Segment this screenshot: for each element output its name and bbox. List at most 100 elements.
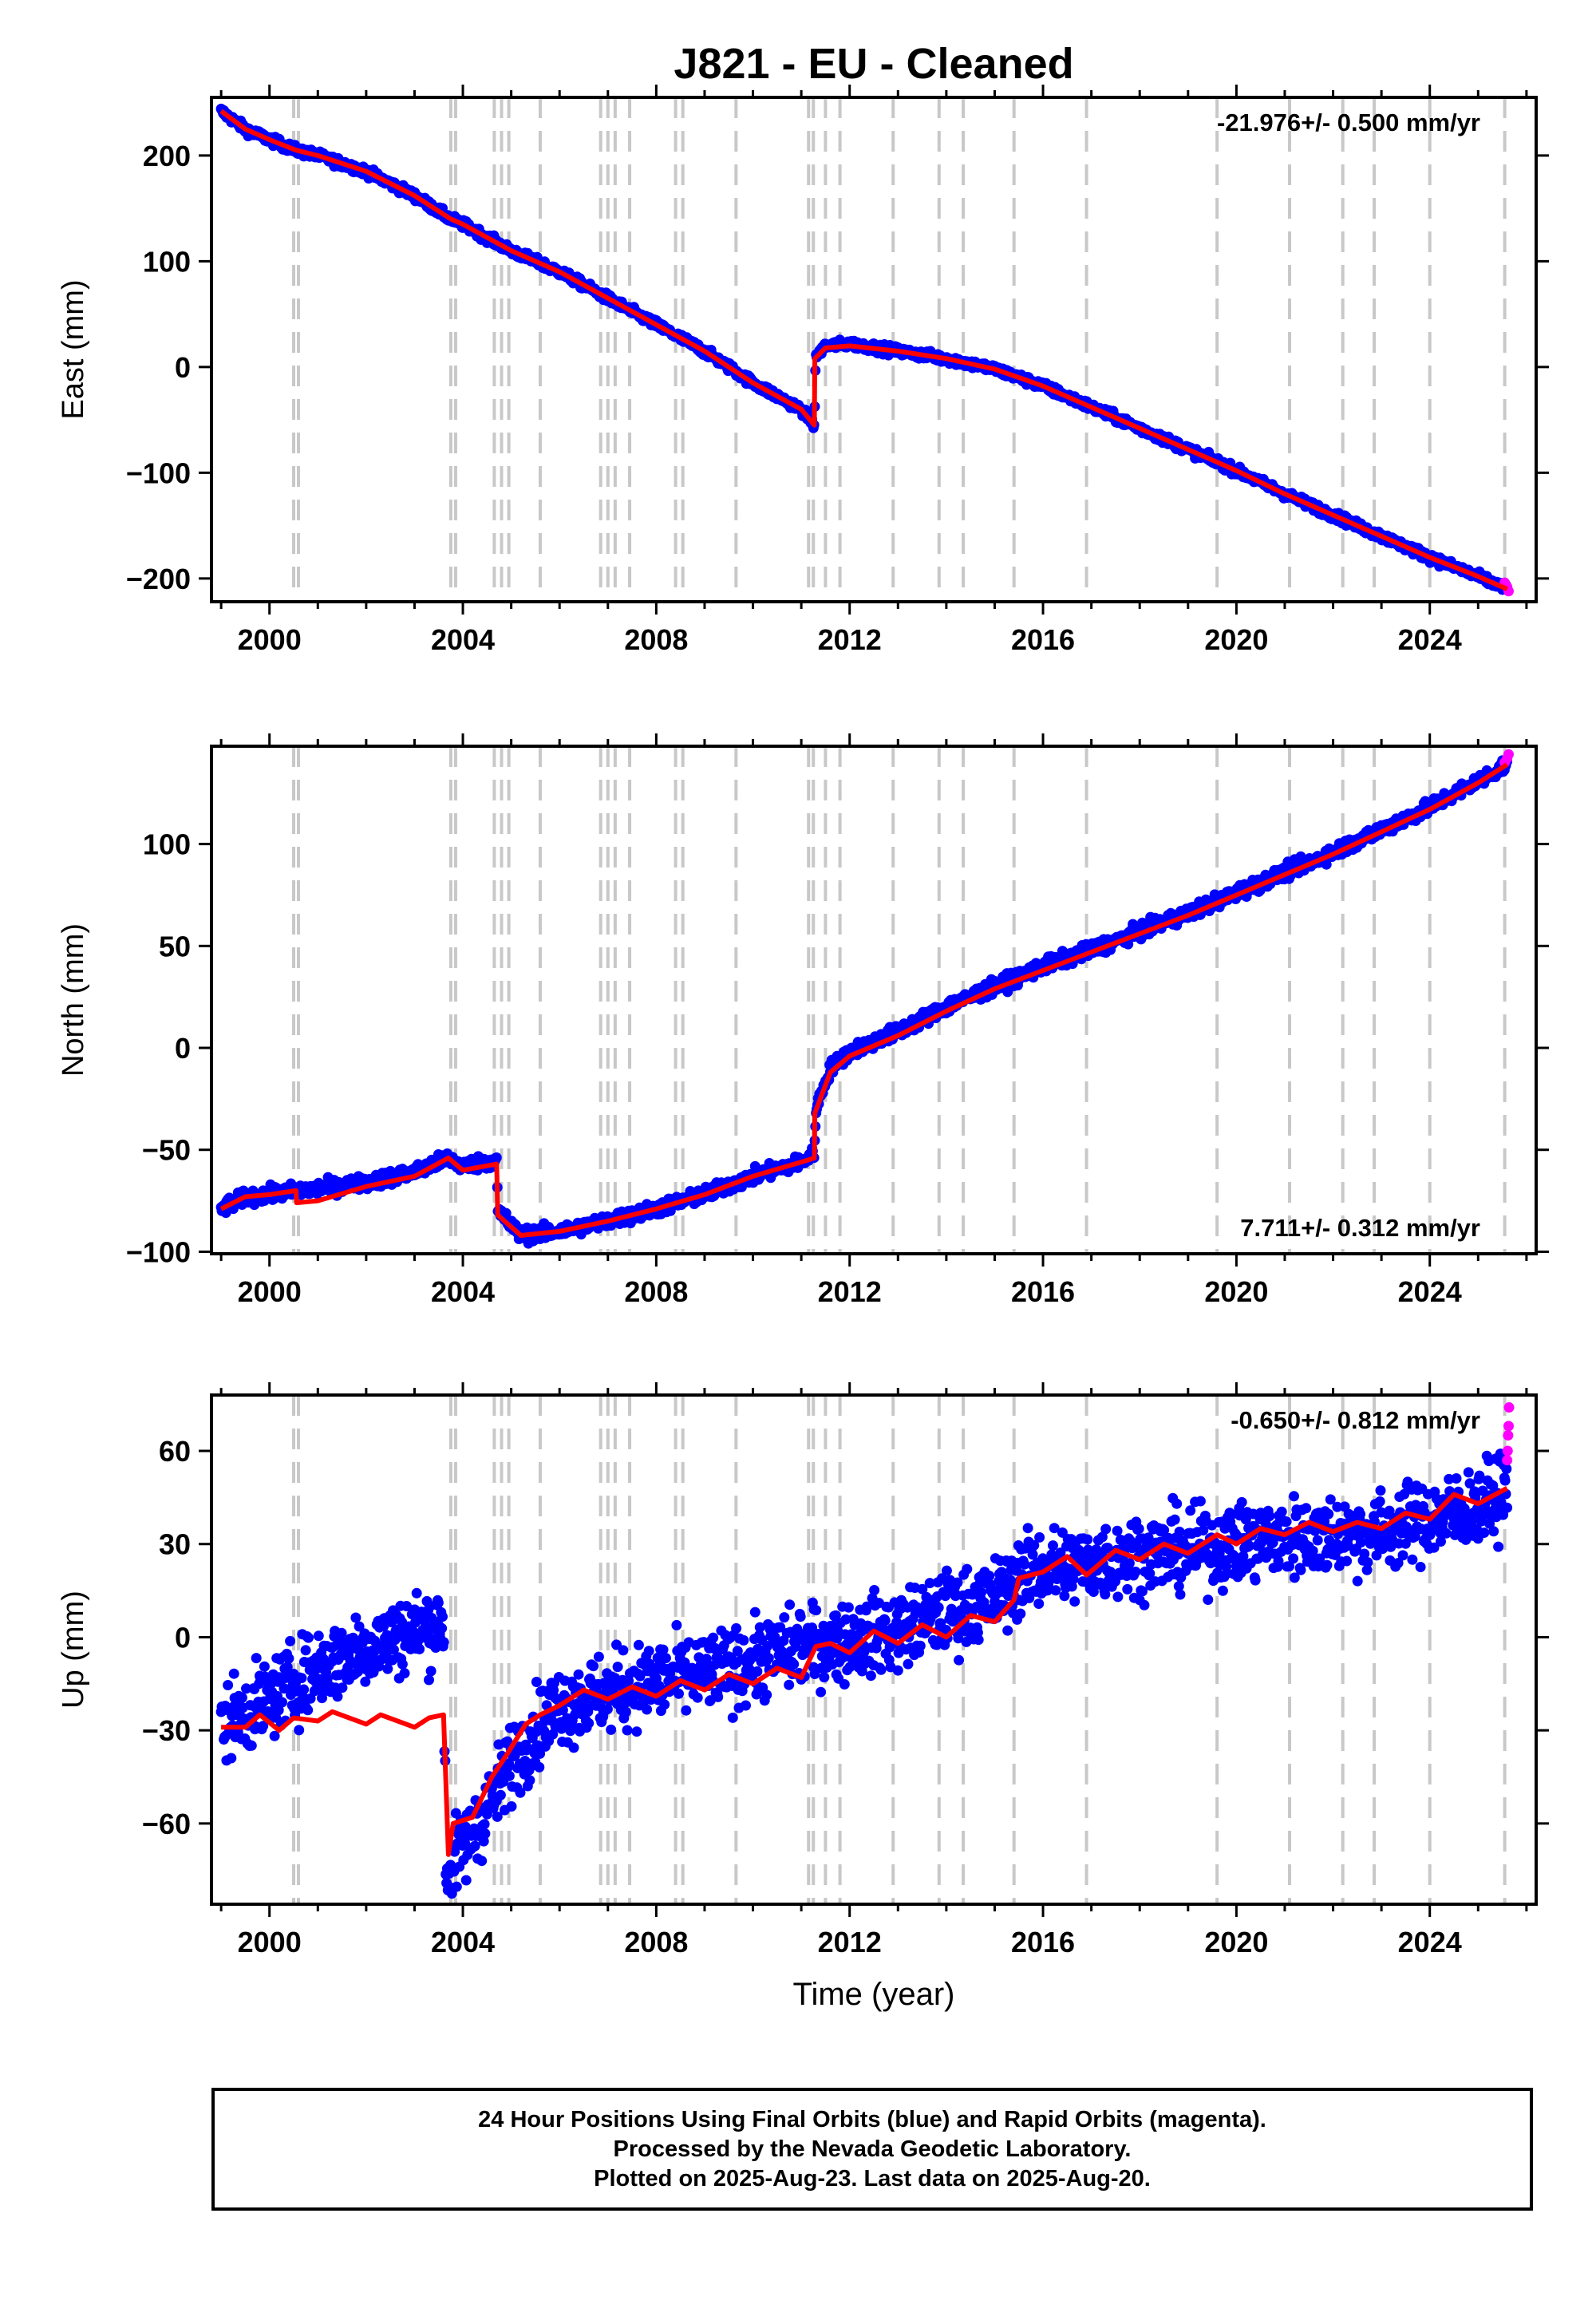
final-point: [643, 1646, 654, 1657]
x-tick-label: 2020: [1204, 623, 1268, 656]
final-point: [397, 1658, 408, 1670]
model-line: [219, 762, 1509, 1238]
final-point: [809, 1669, 820, 1679]
final-point: [732, 1646, 743, 1657]
x-tick-label: 2020: [1204, 1275, 1268, 1308]
final-point: [593, 1651, 604, 1662]
x-tick-label: 2016: [1011, 623, 1075, 656]
final-point: [337, 1682, 348, 1694]
x-tick-label: 2012: [818, 1275, 882, 1308]
final-point: [425, 1666, 437, 1677]
x-tick-label: 2004: [431, 1275, 495, 1308]
final-point: [612, 1662, 623, 1673]
final-point: [388, 1644, 399, 1655]
y-axis-label: North (mm): [57, 923, 90, 1077]
final-point: [658, 1644, 669, 1655]
final-point: [839, 1679, 850, 1690]
final-point: [602, 1704, 613, 1715]
panel-frame: [210, 96, 1538, 603]
final-point: [382, 1663, 393, 1674]
final-point: [313, 1630, 324, 1642]
final-point: [568, 1742, 579, 1753]
data-up: [215, 1402, 1515, 1899]
y-axis-label: East (mm): [57, 279, 90, 419]
final-point: [811, 1605, 822, 1616]
x-tick-label: 2008: [624, 623, 688, 656]
final-point: [573, 1669, 584, 1680]
final-point: [223, 1680, 234, 1690]
y-tick-label: −100: [126, 456, 191, 489]
final-point: [816, 1686, 827, 1697]
x-tick-label: 2008: [624, 1275, 688, 1308]
final-point: [226, 1753, 237, 1764]
final-point: [701, 1654, 712, 1665]
panel-up: 2000 2004 2008 2012 2016 2020 2024−60−3003060U…: [57, 1382, 1549, 1958]
final-point: [633, 1639, 644, 1650]
final-point: [438, 1637, 449, 1648]
final-point: [303, 1632, 314, 1643]
final-point: [378, 1621, 389, 1632]
final-point: [692, 1692, 703, 1703]
final-point: [819, 1672, 830, 1683]
final-point: [634, 1670, 646, 1682]
y-tick-label: −50: [142, 1134, 191, 1167]
chart-title: J821 - EU - Cleaned: [674, 40, 1073, 88]
final-point: [285, 1635, 296, 1646]
final-point: [283, 1653, 294, 1664]
panel-east: 2000 2004 2008 2012 2016 2020 2024−200−1000100…: [57, 85, 1549, 656]
final-point: [749, 1607, 760, 1618]
final-point: [748, 1651, 759, 1662]
final-point: [606, 1724, 617, 1735]
final-point: [660, 1653, 671, 1664]
final-point: [282, 1662, 293, 1673]
final-point: [236, 1692, 247, 1703]
final-point: [411, 1587, 422, 1599]
final-point: [631, 1726, 642, 1737]
final-point: [354, 1621, 365, 1632]
final-point: [547, 1729, 559, 1740]
final-point: [731, 1622, 742, 1634]
final-point: [531, 1677, 542, 1687]
panels: 2000 2004 2008 2012 2016 2020 2024−200−1000100…: [57, 85, 1549, 1958]
final-point: [679, 1657, 690, 1668]
final-point: [618, 1645, 629, 1656]
final-point: [795, 1611, 806, 1622]
final-point: [241, 1683, 251, 1694]
final-point: [273, 1705, 284, 1716]
final-point: [424, 1674, 434, 1686]
final-point: [1321, 859, 1332, 870]
final-point: [352, 1666, 363, 1678]
final-point: [433, 1597, 444, 1608]
final-point: [451, 1881, 462, 1892]
y-tick-label: −100: [126, 1235, 191, 1268]
final-point: [305, 1693, 316, 1704]
final-point: [460, 1875, 472, 1886]
final-point: [779, 1612, 790, 1623]
final-point: [492, 1811, 503, 1822]
final-point: [332, 1691, 343, 1702]
final-point: [302, 1705, 314, 1716]
final-point: [300, 1645, 311, 1656]
final-point: [788, 1658, 800, 1670]
final-point: [727, 1712, 738, 1723]
x-tick-label: 2024: [1398, 1275, 1462, 1308]
y-tick-label: 100: [143, 245, 191, 278]
final-point: [674, 1688, 684, 1699]
final-point: [437, 1622, 448, 1634]
final-point: [775, 1622, 786, 1633]
final-point: [491, 1152, 502, 1163]
final-point: [588, 1661, 599, 1672]
y-tick-label: 0: [175, 351, 191, 384]
final-point: [583, 1717, 595, 1729]
final-point: [784, 1679, 795, 1690]
x-tick-label: 2000: [238, 1275, 302, 1308]
final-point: [259, 1661, 270, 1672]
panel-frame: [210, 745, 1538, 1255]
final-point: [296, 1673, 307, 1684]
x-tick-label: 2012: [818, 623, 882, 656]
final-point: [228, 1668, 239, 1679]
final-point: [420, 1620, 431, 1631]
final-point: [298, 1684, 310, 1695]
rate-label: -21.976+/- 0.500 mm/yr: [1217, 109, 1480, 136]
final-point: [840, 1614, 851, 1625]
